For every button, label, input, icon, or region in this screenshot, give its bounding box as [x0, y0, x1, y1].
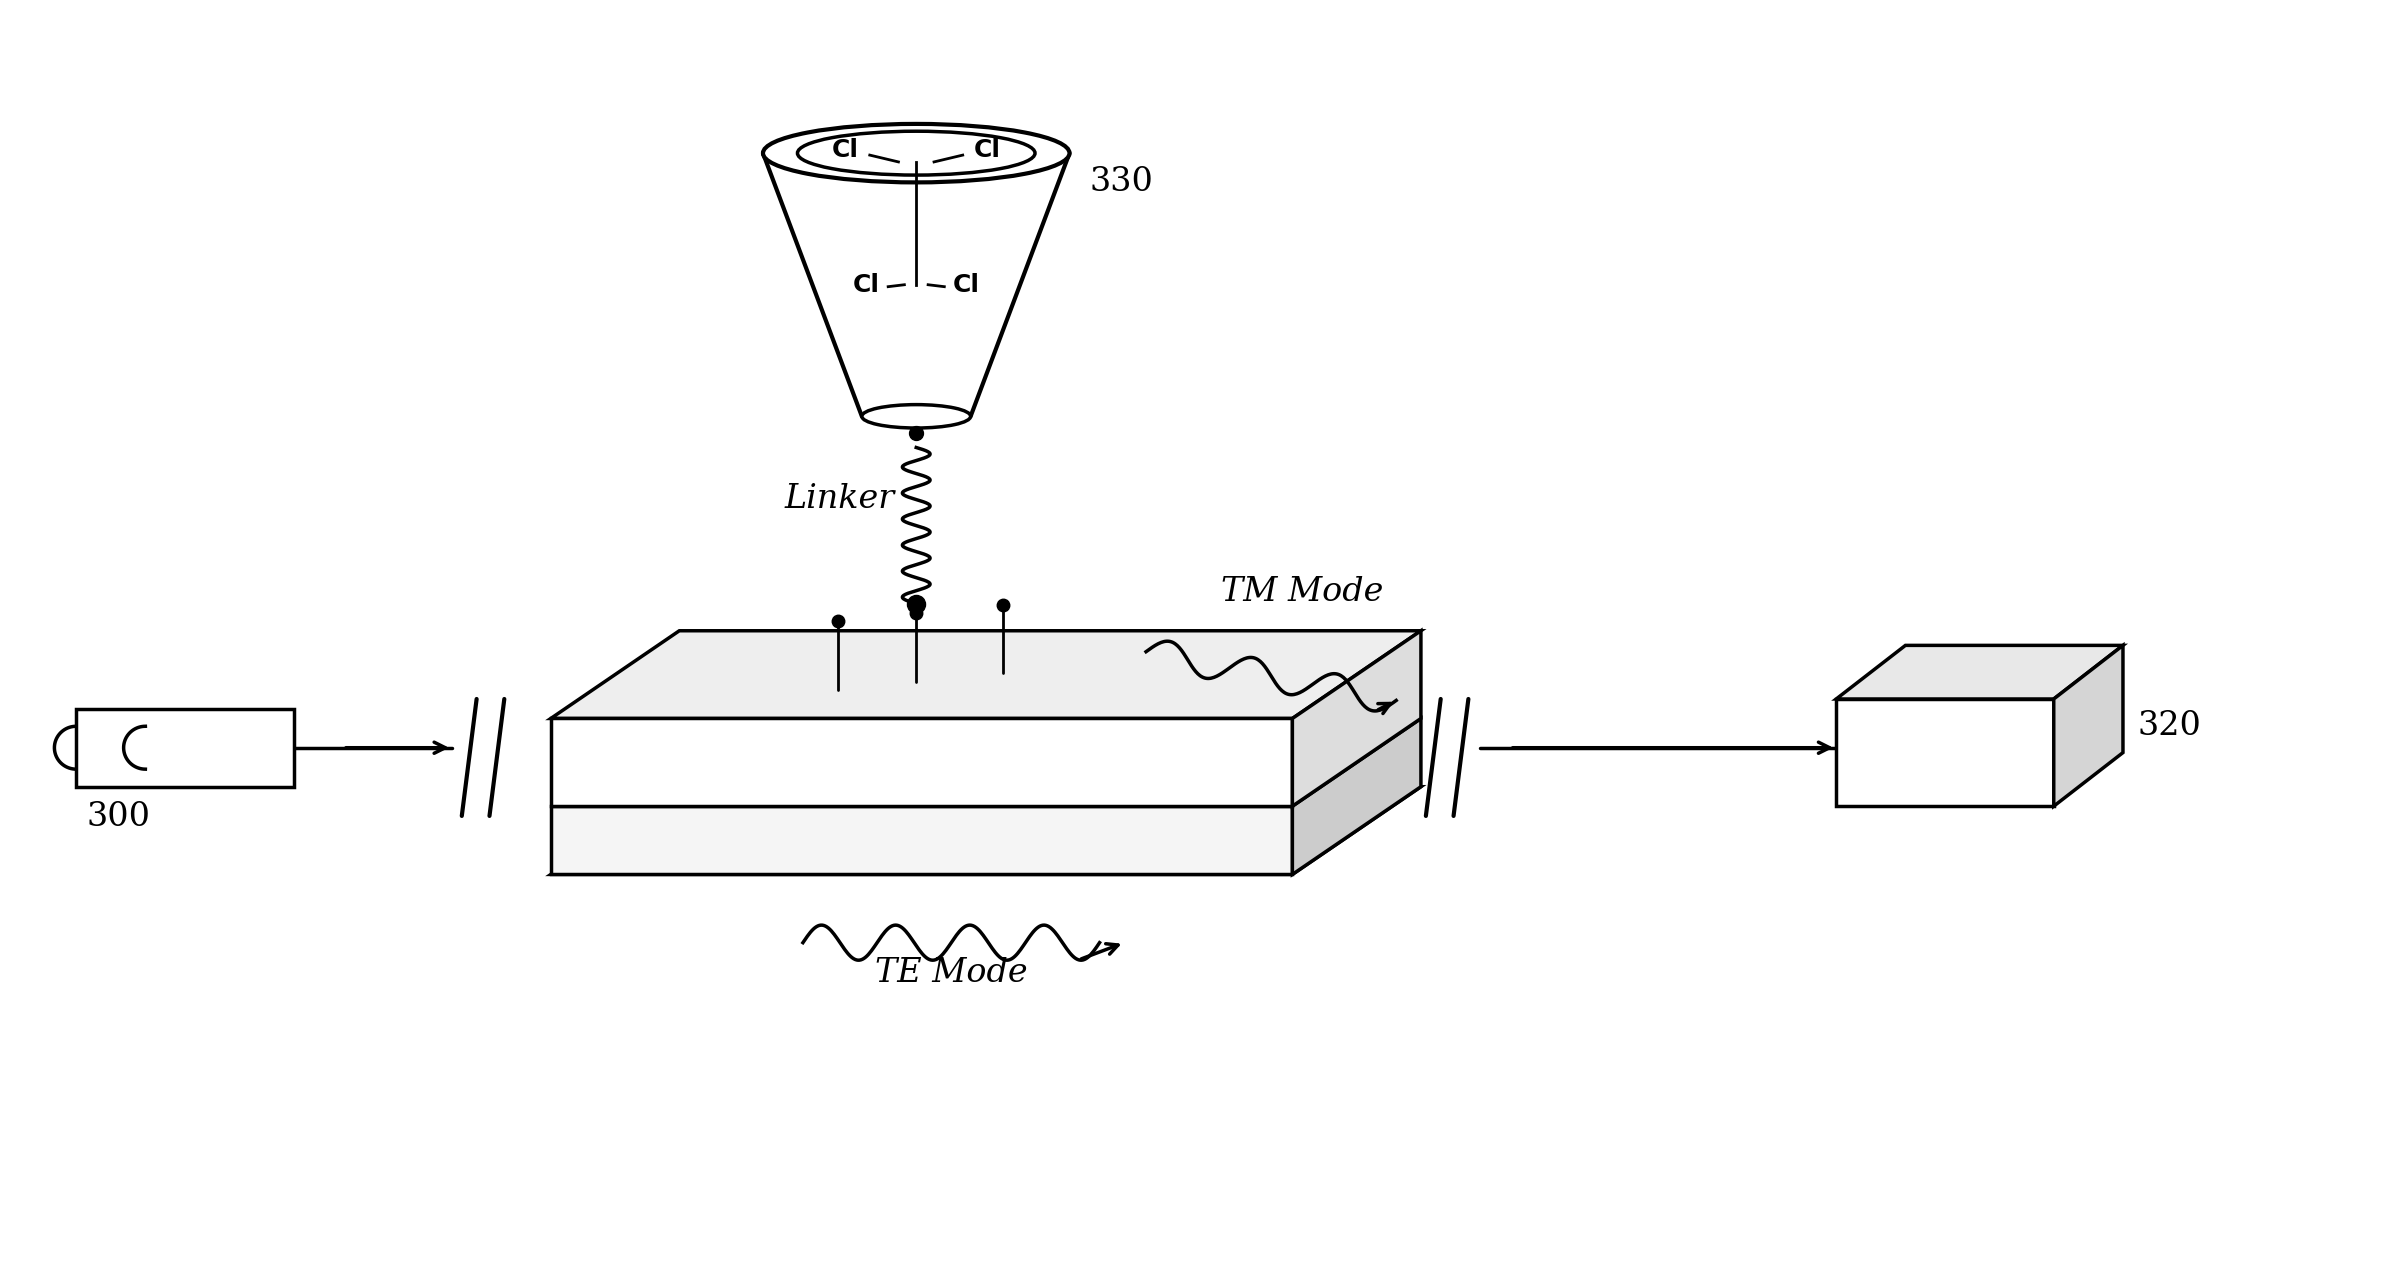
Polygon shape — [1291, 630, 1420, 806]
Polygon shape — [551, 806, 1291, 875]
Polygon shape — [76, 708, 294, 787]
Polygon shape — [551, 630, 1420, 719]
Ellipse shape — [764, 124, 1069, 182]
Text: Cl: Cl — [831, 138, 859, 163]
Text: 330: 330 — [1088, 167, 1153, 199]
Text: Linker: Linker — [785, 483, 895, 515]
Polygon shape — [551, 787, 1420, 875]
Text: Cl: Cl — [852, 273, 881, 297]
Ellipse shape — [797, 131, 1036, 175]
Polygon shape — [1836, 699, 2053, 806]
Ellipse shape — [862, 405, 972, 428]
Polygon shape — [1836, 646, 2122, 699]
Text: TE Mode: TE Mode — [876, 957, 1026, 989]
Text: Cl: Cl — [952, 273, 979, 297]
Text: Cl: Cl — [974, 138, 1000, 163]
Polygon shape — [2053, 646, 2122, 806]
Polygon shape — [1291, 719, 1420, 875]
Polygon shape — [551, 719, 1291, 806]
Text: TM Mode: TM Mode — [1222, 576, 1384, 608]
Text: 300: 300 — [86, 802, 150, 834]
Text: 320: 320 — [2139, 710, 2201, 742]
